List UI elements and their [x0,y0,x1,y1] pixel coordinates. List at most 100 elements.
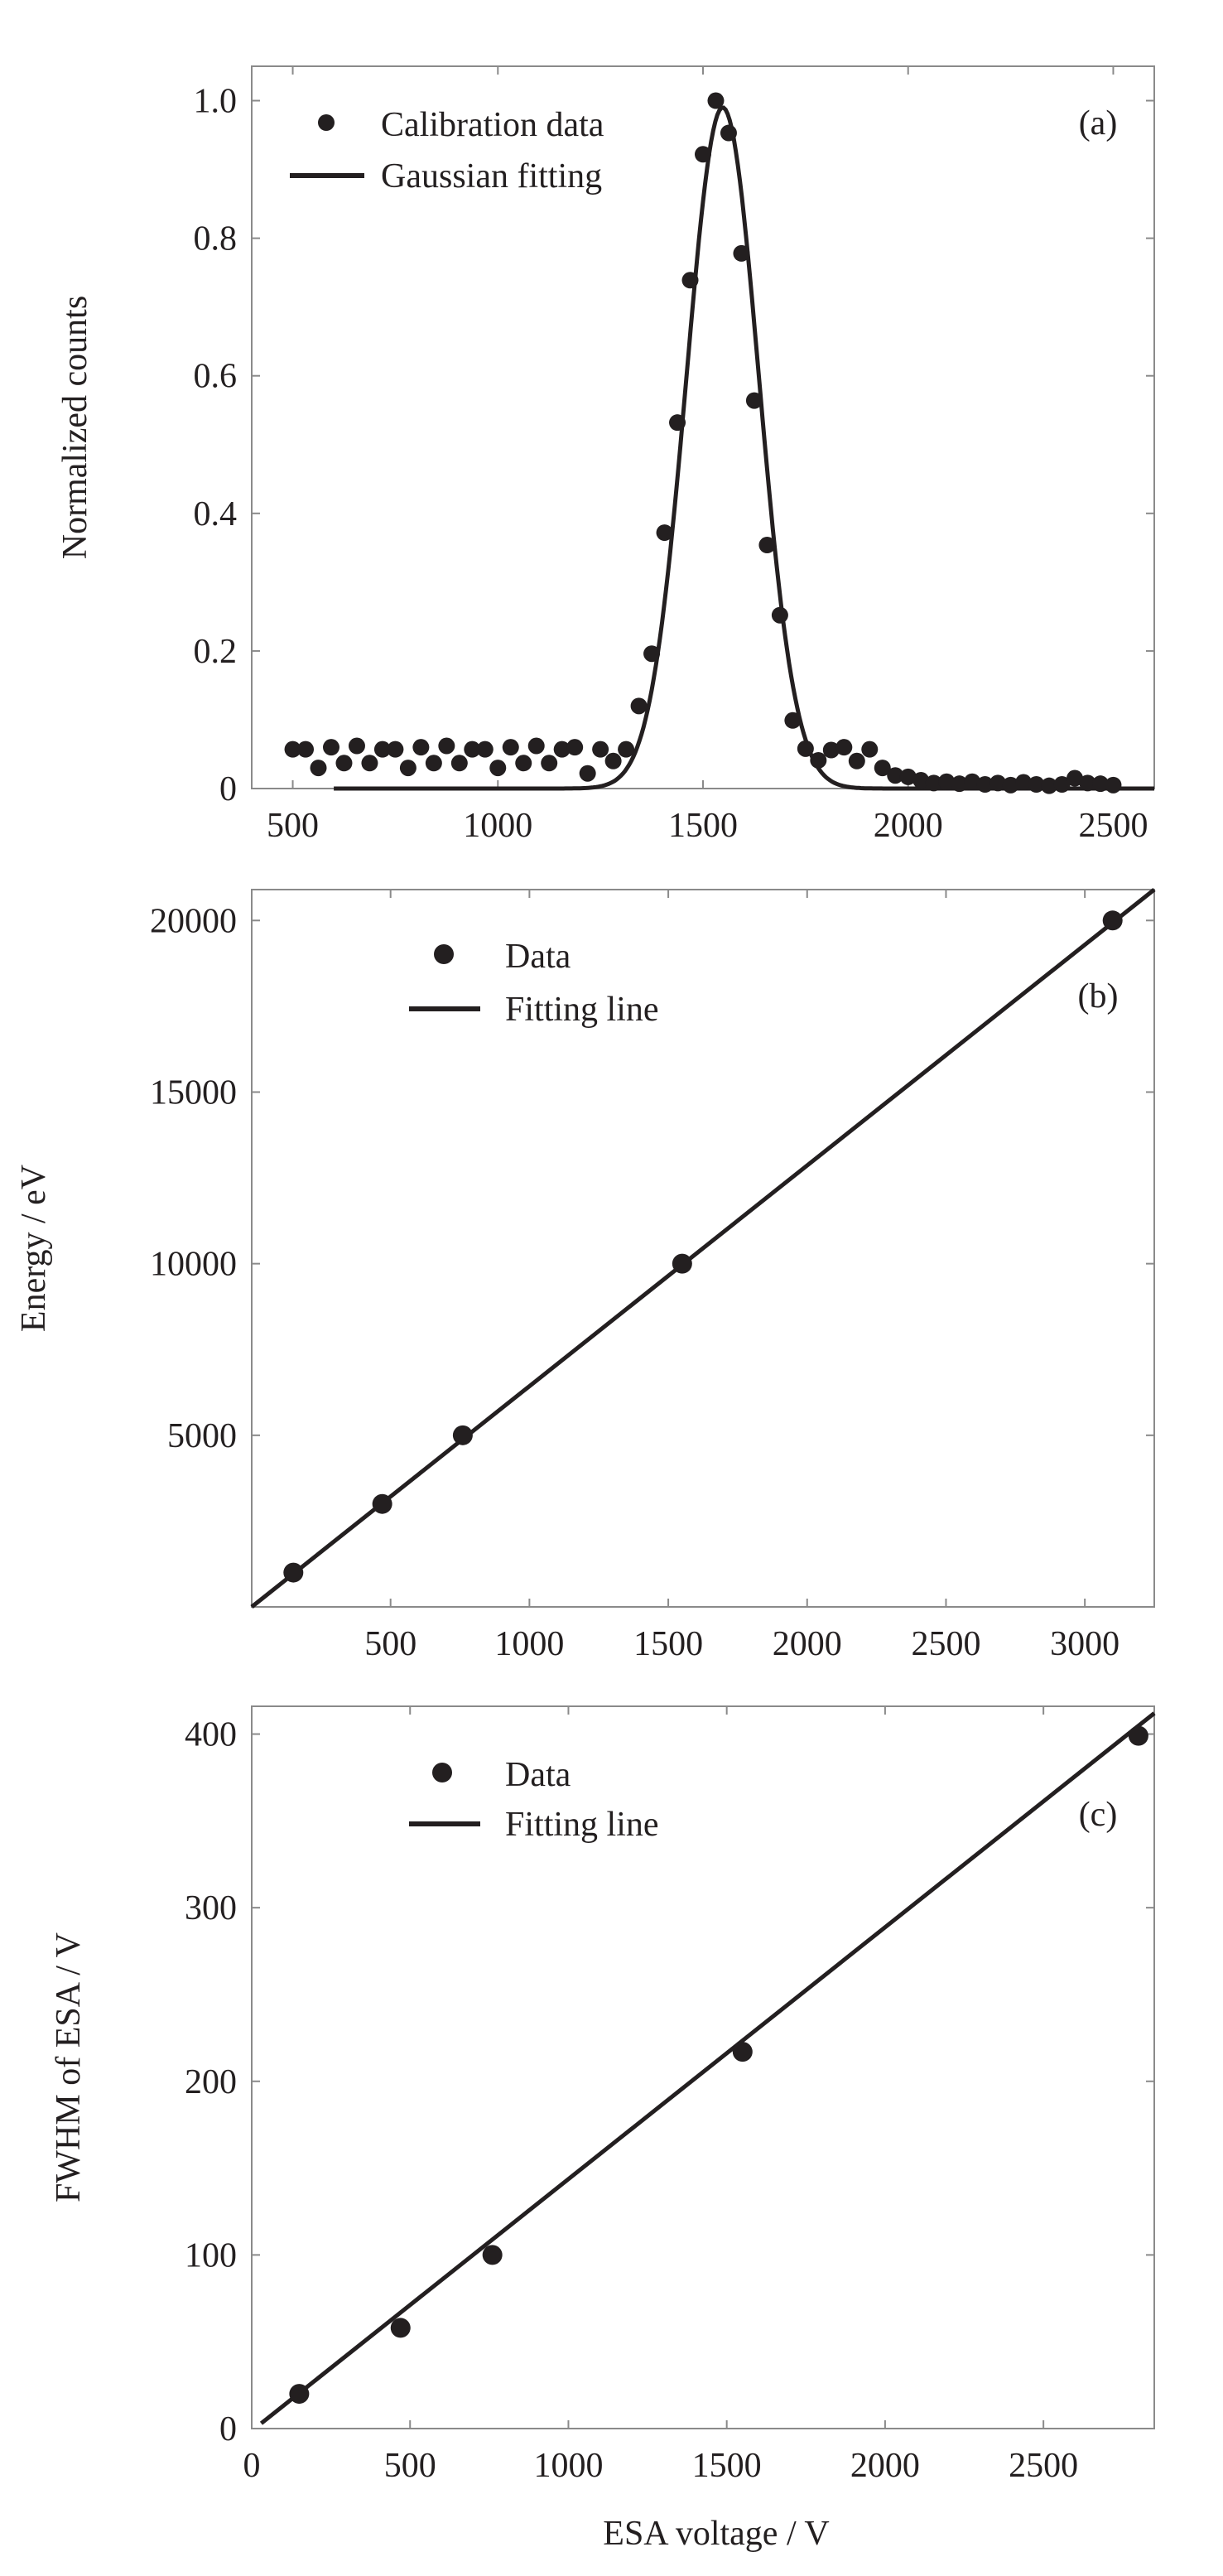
x-axis-label: ESA voltage / V [603,2515,829,2553]
data-point [425,755,442,772]
data-point [669,414,686,432]
data-point [899,768,917,785]
plot-frame [251,1705,1155,2429]
chart-panel-c: 0 500 1000 1500 2000 2500 0 100 200 300 400 FWHM of… [50,1705,1156,2553]
data-point [489,760,507,777]
data-point [912,772,930,789]
data-point [390,2318,411,2338]
data-point [579,765,596,782]
data-point [541,755,558,772]
data-point [695,146,711,163]
data-point [450,755,468,772]
data-point [874,760,891,777]
data-point [964,773,981,790]
data-point [412,739,430,756]
data-point [387,740,404,758]
data-point [1105,776,1122,794]
data-point [643,645,661,663]
data-point [887,767,904,784]
data-point [284,740,301,758]
chart-panel-b: 500 1000 1500 2000 2500 3000 5000 10000 15000 200… [15,888,1156,1663]
y-axis-label: FWHM of ESA / V [50,1932,88,2202]
data-point [322,739,339,756]
data-point [283,1562,304,1583]
y-tick-label: 300 [185,1889,237,1927]
legend: Calibration data Gaussian fitting [290,106,604,195]
data-point [733,244,750,262]
data-point [604,752,622,769]
y-tick-label: 20000 [150,902,237,940]
x-tick-label: 2500 [911,1625,980,1663]
data-point [861,740,879,758]
data-point [502,739,519,756]
data-point [797,740,814,757]
panel-label: (a) [1079,104,1118,142]
fit-line [259,1711,1156,2425]
data-point [361,755,378,772]
data-point [566,739,584,756]
x-tick-label: 1000 [494,1625,564,1663]
x-tick-label: 2000 [773,1625,842,1663]
data-point [758,537,776,554]
data-point [822,741,840,759]
x-tick-label: 2500 [1009,2447,1078,2485]
data-point [335,755,353,772]
y-tick-label: 5000 [167,1417,237,1455]
legend-marker-dot [318,114,335,131]
data-point [1015,774,1033,791]
legend-marker-dot [434,944,454,964]
data-point [745,392,763,409]
x-tick-label: 1000 [533,2447,603,2485]
data-point [618,740,635,758]
legend-label: Calibration data [381,106,604,144]
data-point [784,712,802,729]
data-point [372,1493,392,1514]
data-point [630,697,648,715]
y-tick-label: 15000 [150,1073,237,1112]
legend-label: Data [505,1756,571,1794]
data-point [1028,776,1045,794]
y-tick-label: 0 [219,770,237,808]
x-tick-label: 500 [364,1625,416,1663]
data-point [1102,910,1123,931]
chart-panel-a: 500 1000 1500 2000 2500 0 0.2 0.4 0.6 0.8 1.0 Norma… [56,65,1155,845]
fit-line [250,888,1156,1609]
y-axis-label: Normalized counts [56,296,94,559]
panel-label: (b) [1078,977,1119,1015]
data-point [707,92,725,109]
y-tick-label: 0.4 [194,495,238,533]
y-tick-label: 0.8 [194,220,238,258]
data-point [1041,777,1058,794]
x-tick-label: 0 [243,2447,261,2485]
data-point [289,2384,310,2405]
x-tick-label: 2000 [874,807,943,845]
x-tick-label: 2000 [850,2447,920,2485]
x-tick-label: 2500 [1078,807,1148,845]
data-point [672,1253,692,1274]
data-point [373,740,391,758]
data-point [310,760,327,777]
legend-label: Gaussian fitting [381,157,602,195]
data-point [720,124,737,142]
data-point [452,1425,473,1445]
data-point [1128,1725,1148,1746]
data-point [1053,776,1071,794]
y-tick-label: 0 [219,2410,237,2448]
data-point [835,739,853,756]
legend: Data Fitting line [409,938,659,1029]
legend: Data Fitting line [409,1756,659,1844]
panel-label: (c) [1079,1796,1118,1834]
x-tick-label: 1500 [668,807,738,845]
plot-frame [251,889,1155,1608]
data-point [951,775,968,793]
data-point [976,776,994,794]
data-point [1091,775,1109,793]
data-point [681,272,699,289]
data-point [1002,776,1019,794]
data-point [938,773,956,790]
legend-marker-dot [432,1763,452,1782]
y-axis-label: Energy / eV [15,1165,53,1332]
data-point [476,740,494,758]
x-tick-label: 1500 [692,2447,762,2485]
